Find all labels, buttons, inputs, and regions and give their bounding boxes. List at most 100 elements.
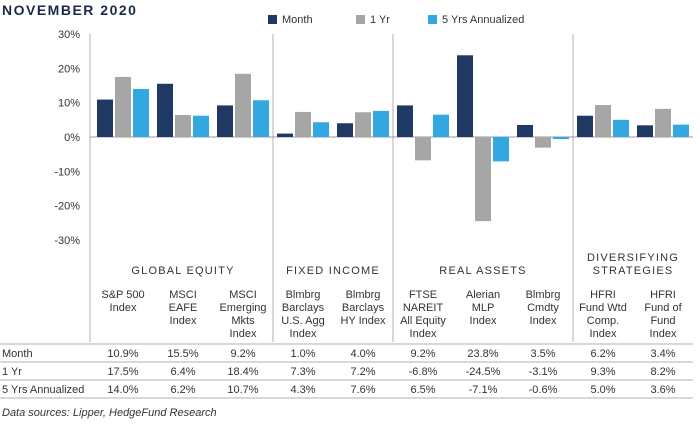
group-label: DIVERSIFYING bbox=[587, 252, 679, 264]
category-label: EAFE bbox=[169, 302, 198, 314]
row-header: 1 Yr bbox=[2, 366, 22, 378]
category-label: MSCI bbox=[169, 289, 197, 301]
legend-label: 1 Yr bbox=[370, 14, 390, 26]
category-label: Index bbox=[290, 328, 317, 340]
category-label: Fund Wtd bbox=[579, 302, 627, 314]
bar bbox=[613, 119, 629, 137]
bar bbox=[517, 124, 533, 137]
bar bbox=[673, 124, 689, 137]
group-label: FIXED INCOME bbox=[286, 265, 380, 277]
y-tick-label: 10% bbox=[58, 98, 80, 110]
table-cell: 6.4% bbox=[170, 366, 195, 378]
table-cell: -6.8% bbox=[409, 366, 438, 378]
table-cell: 8.2% bbox=[650, 366, 675, 378]
legend-label: 5 Yrs Annualized bbox=[442, 14, 524, 26]
bar bbox=[493, 137, 509, 162]
table-cell: 15.5% bbox=[167, 348, 198, 360]
category-label: Emerging bbox=[219, 302, 266, 314]
legend-swatch bbox=[428, 15, 437, 24]
table-cell: 9.2% bbox=[410, 348, 435, 360]
bar bbox=[577, 115, 593, 137]
table-cell: 4.3% bbox=[290, 384, 315, 396]
category-label: Barclays bbox=[342, 302, 385, 314]
bar bbox=[655, 108, 671, 137]
category-label: Blmbrg bbox=[346, 289, 381, 301]
y-tick-label: -30% bbox=[54, 235, 80, 247]
category-label: HFRI bbox=[590, 289, 616, 301]
table-cell: 3.4% bbox=[650, 348, 675, 360]
legend-swatch bbox=[268, 15, 277, 24]
category-label: Alerian bbox=[466, 289, 500, 301]
category-label: Index bbox=[410, 328, 437, 340]
table-cell: 9.3% bbox=[590, 366, 615, 378]
y-tick-label: 20% bbox=[58, 63, 80, 75]
table-cell: 14.0% bbox=[107, 384, 138, 396]
bar bbox=[115, 76, 131, 137]
bar bbox=[337, 123, 353, 137]
group-label: STRATEGIES bbox=[593, 265, 674, 277]
bar bbox=[253, 100, 269, 137]
table-cell: 3.6% bbox=[650, 384, 675, 396]
table-cell: 7.6% bbox=[350, 384, 375, 396]
table-cell: 7.3% bbox=[290, 366, 315, 378]
row-header: 5 Yrs Annualized bbox=[2, 384, 84, 396]
category-label: Barclays bbox=[282, 302, 325, 314]
table-cell: -0.6% bbox=[529, 384, 558, 396]
category-label: Index bbox=[170, 315, 197, 327]
category-label: Fund of bbox=[644, 302, 682, 314]
table-cell: 5.0% bbox=[590, 384, 615, 396]
category-label: All Equity bbox=[400, 315, 446, 327]
y-tick-label: 30% bbox=[58, 29, 80, 41]
y-tick-label: -20% bbox=[54, 201, 80, 213]
category-label: Index bbox=[650, 328, 677, 340]
group-label: REAL ASSETS bbox=[439, 265, 526, 277]
bar bbox=[415, 137, 431, 161]
bar bbox=[553, 137, 569, 140]
bar bbox=[133, 88, 149, 137]
bar bbox=[97, 99, 113, 137]
category-label: HFRI bbox=[650, 289, 676, 301]
bar bbox=[637, 125, 653, 137]
category-label: Index bbox=[590, 328, 617, 340]
bar bbox=[457, 55, 473, 137]
page-title: NOVEMBER 2020 bbox=[2, 2, 138, 18]
row-header: Month bbox=[2, 348, 33, 360]
table-cell: 23.8% bbox=[467, 348, 498, 360]
table-cell: 6.2% bbox=[590, 348, 615, 360]
y-tick-label: 0% bbox=[64, 132, 80, 144]
bar bbox=[475, 137, 491, 222]
bar bbox=[397, 105, 413, 137]
bar bbox=[535, 137, 551, 148]
category-label: Mkts bbox=[231, 315, 255, 327]
bar bbox=[157, 83, 173, 137]
table-cell: 10.9% bbox=[107, 348, 138, 360]
category-label: MLP bbox=[472, 302, 495, 314]
category-label: Cmdty bbox=[527, 302, 559, 314]
bar bbox=[217, 105, 233, 137]
bar bbox=[373, 110, 389, 137]
bar bbox=[595, 105, 611, 137]
category-label: Fund bbox=[650, 315, 675, 327]
data-sources-note: Data sources: Lipper, HedgeFund Research bbox=[2, 407, 217, 419]
table-cell: 3.5% bbox=[530, 348, 555, 360]
table-cell: 17.5% bbox=[107, 366, 138, 378]
category-label: NAREIT bbox=[403, 302, 444, 314]
category-label: MSCI bbox=[229, 289, 257, 301]
category-label: FTSE bbox=[409, 289, 437, 301]
y-tick-label: -10% bbox=[54, 166, 80, 178]
category-label: U.S. Agg bbox=[281, 315, 324, 327]
bar bbox=[313, 122, 329, 137]
table-cell: 1.0% bbox=[290, 348, 315, 360]
table-cell: 9.2% bbox=[230, 348, 255, 360]
bar bbox=[175, 115, 191, 137]
bar bbox=[235, 73, 251, 137]
category-label: Index bbox=[530, 315, 557, 327]
category-label: HY Index bbox=[340, 315, 386, 327]
bar bbox=[295, 111, 311, 137]
table-cell: -24.5% bbox=[466, 366, 501, 378]
table-cell: 4.0% bbox=[350, 348, 375, 360]
bar bbox=[277, 133, 293, 137]
legend-swatch bbox=[356, 15, 365, 24]
table-cell: 18.4% bbox=[227, 366, 258, 378]
